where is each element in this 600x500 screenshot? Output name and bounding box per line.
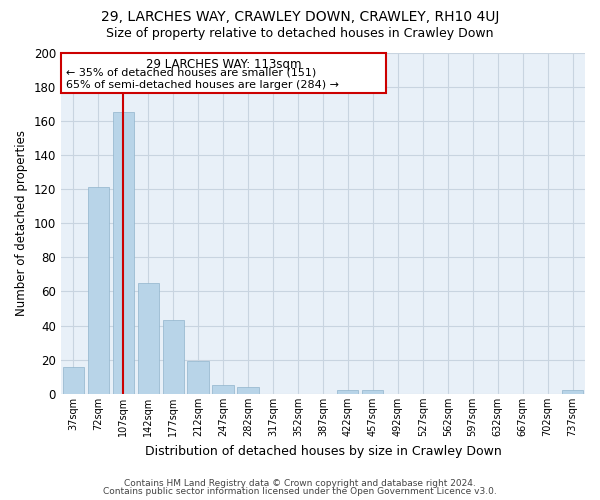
FancyBboxPatch shape xyxy=(61,52,386,94)
Text: Contains public sector information licensed under the Open Government Licence v3: Contains public sector information licen… xyxy=(103,487,497,496)
Y-axis label: Number of detached properties: Number of detached properties xyxy=(15,130,28,316)
Text: 29 LARCHES WAY: 113sqm: 29 LARCHES WAY: 113sqm xyxy=(146,58,301,70)
Text: 29, LARCHES WAY, CRAWLEY DOWN, CRAWLEY, RH10 4UJ: 29, LARCHES WAY, CRAWLEY DOWN, CRAWLEY, … xyxy=(101,10,499,24)
Bar xyxy=(337,390,358,394)
Text: Contains HM Land Registry data © Crown copyright and database right 2024.: Contains HM Land Registry data © Crown c… xyxy=(124,478,476,488)
Bar xyxy=(62,366,84,394)
Bar xyxy=(187,362,209,394)
Text: Size of property relative to detached houses in Crawley Down: Size of property relative to detached ho… xyxy=(106,28,494,40)
Bar xyxy=(562,390,583,394)
Bar xyxy=(163,320,184,394)
Bar xyxy=(212,386,233,394)
Bar xyxy=(137,283,159,394)
Bar xyxy=(238,387,259,394)
Bar xyxy=(88,188,109,394)
Text: ← 35% of detached houses are smaller (151): ← 35% of detached houses are smaller (15… xyxy=(66,68,316,78)
Text: 65% of semi-detached houses are larger (284) →: 65% of semi-detached houses are larger (… xyxy=(66,80,339,90)
Bar xyxy=(113,112,134,394)
Bar xyxy=(362,390,383,394)
X-axis label: Distribution of detached houses by size in Crawley Down: Distribution of detached houses by size … xyxy=(145,444,501,458)
